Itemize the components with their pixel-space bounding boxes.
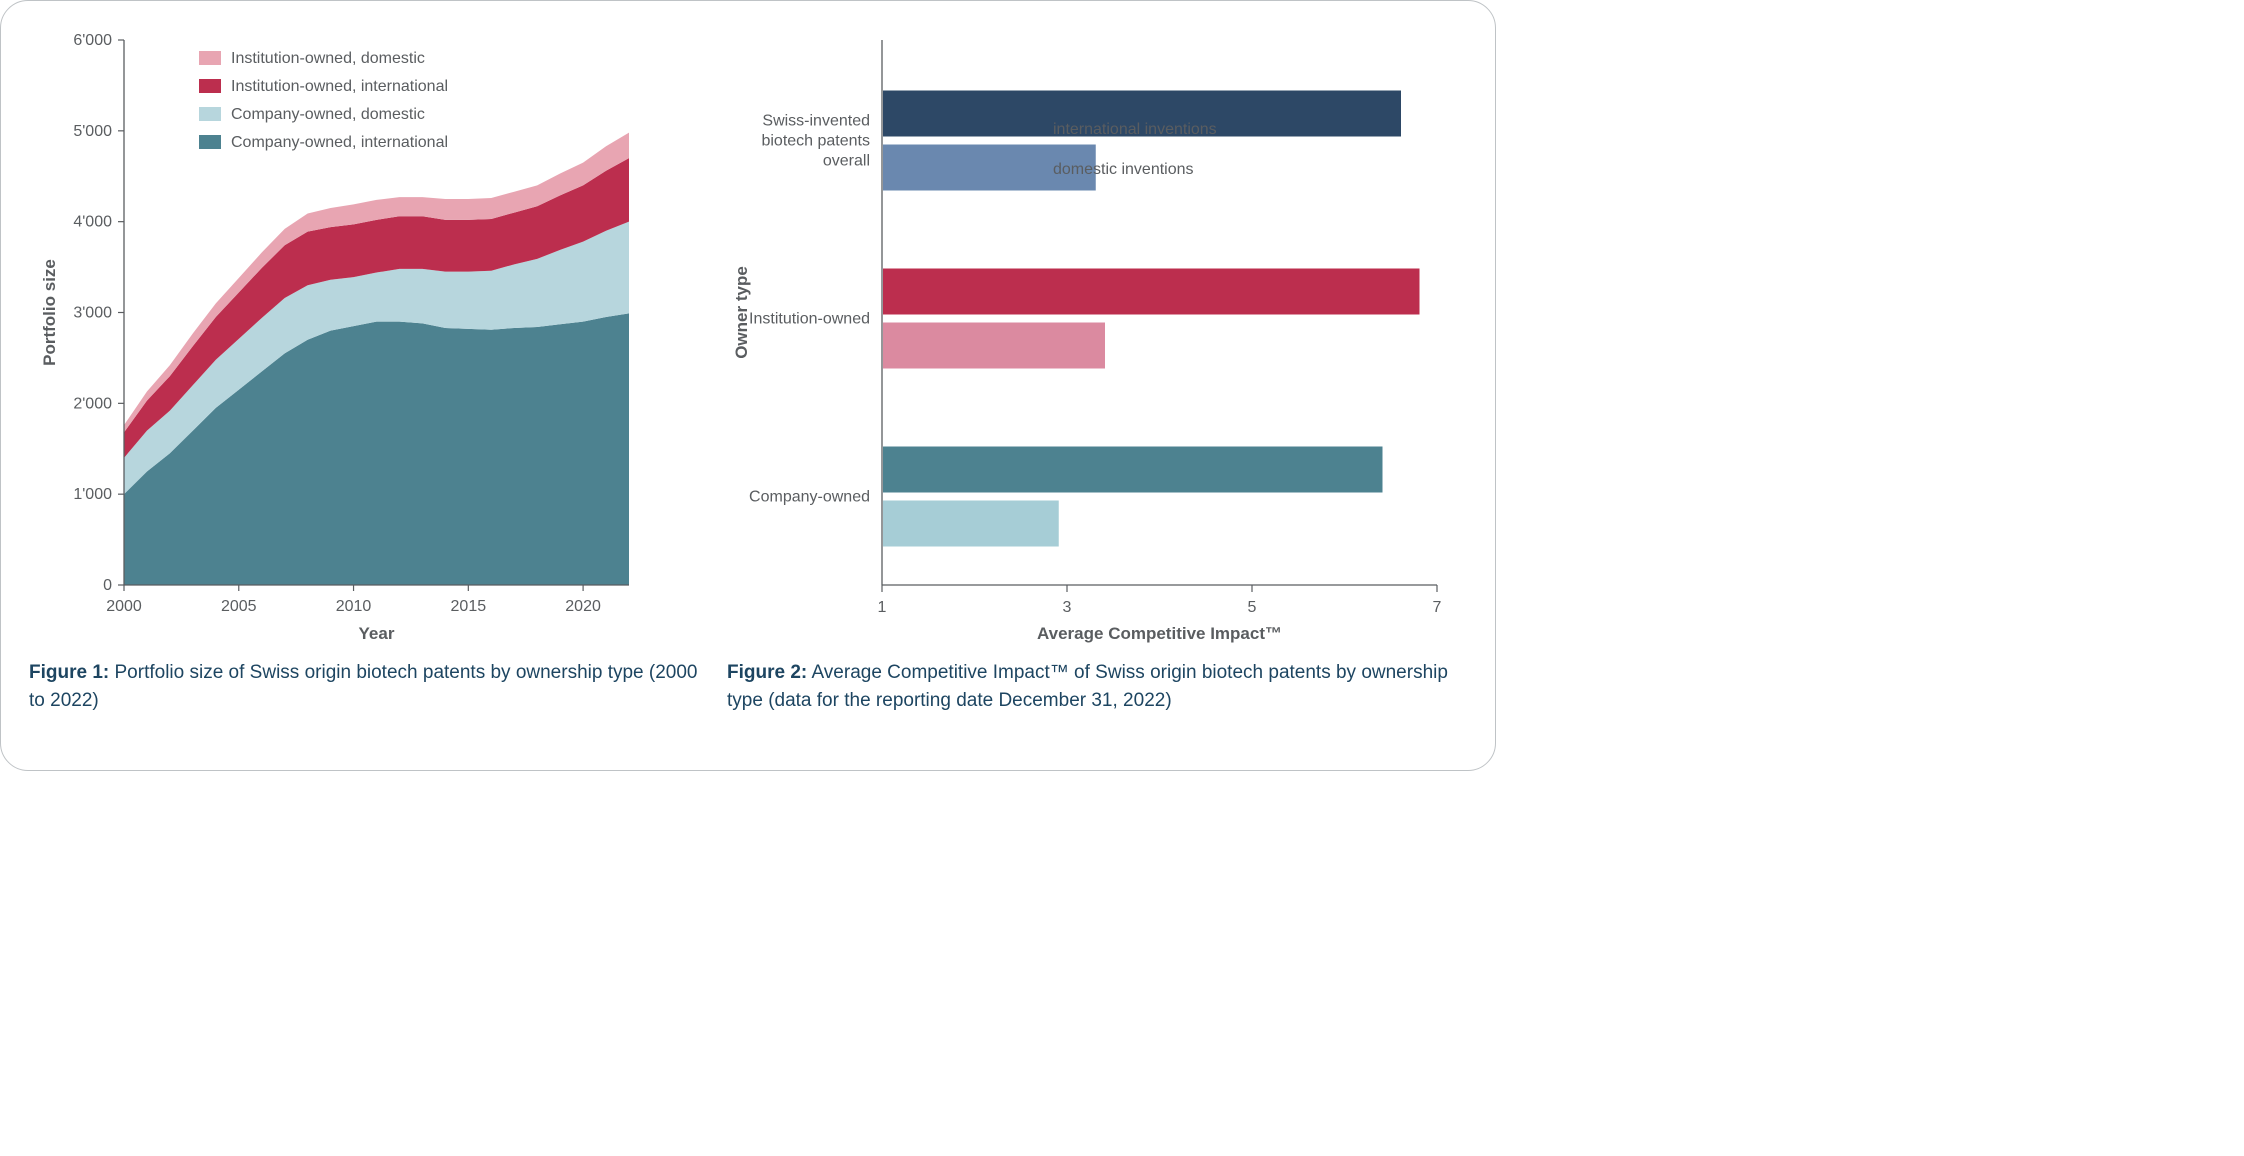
x-tick-label: 2015 — [451, 598, 487, 615]
x-tick-label: 2000 — [106, 598, 142, 615]
legend-label: Company-owned, international — [231, 134, 448, 151]
bar-intl — [883, 447, 1383, 493]
x-tick-label: 1 — [878, 599, 887, 616]
legend-label: Institution-owned, domestic — [231, 50, 425, 67]
figure-1-chart: 0 1'000 2'000 3'000 4'000 5'000 6'000 2000 2005 2… — [29, 25, 707, 645]
group-label: overall — [823, 153, 870, 170]
y-tick-label: 4'000 — [73, 214, 112, 231]
figure-1-caption: Figure 1: Portfolio size of Swiss origin… — [29, 659, 707, 714]
group-label: Institution-owned — [749, 311, 870, 328]
figure-2-caption-label: Figure 2: — [727, 662, 807, 683]
y-axis-title: Portfolio size — [40, 259, 59, 366]
y-tick-label: 3'000 — [73, 305, 112, 322]
x-axis-title: Year — [359, 624, 395, 643]
bar-dom — [883, 501, 1059, 547]
figure-2-panel: Swiss-invented biotech patents overall Inst… — [727, 25, 1467, 714]
legend-label: domestic inventions — [1053, 161, 1194, 178]
figure-2-caption-text: Average Competitive Impact™ of Swiss ori… — [727, 662, 1448, 711]
x-axis-title: Average Competitive Impact™ — [1037, 624, 1282, 643]
bar-dom — [883, 323, 1105, 369]
legend-swatch — [199, 79, 221, 93]
legend-swatch — [199, 107, 221, 121]
figure-2-svg: Swiss-invented biotech patents overall Inst… — [727, 25, 1467, 645]
legend-swatch — [1027, 120, 1043, 136]
y-axis-title: Owner type — [732, 266, 751, 359]
x-tick-label: 2005 — [221, 598, 257, 615]
figure-1-caption-text: Portfolio size of Swiss origin biotech p… — [29, 662, 698, 711]
legend-label: Institution-owned, international — [231, 78, 448, 95]
legend-swatch — [1027, 160, 1043, 176]
figure-2-caption: Figure 2: Average Competitive Impact™ of… — [727, 659, 1467, 714]
x-tick-label: 5 — [1248, 599, 1257, 616]
y-tick-label: 1'000 — [73, 486, 112, 503]
group-label: Swiss-invented — [762, 113, 870, 130]
figure-1-caption-label: Figure 1: — [29, 662, 109, 683]
x-tick-label: 3 — [1063, 599, 1072, 616]
group-label: Company-owned — [749, 489, 870, 506]
group-label: biotech patents — [761, 133, 870, 150]
legend-label: international inventions — [1053, 121, 1217, 138]
bar-intl — [883, 269, 1420, 315]
legend-label: Company-owned, domestic — [231, 106, 425, 123]
figure-1-panel: 0 1'000 2'000 3'000 4'000 5'000 6'000 2000 2005 2… — [29, 25, 707, 714]
legend-swatch — [199, 51, 221, 65]
figure-2-chart: Swiss-invented biotech patents overall Inst… — [727, 25, 1467, 645]
y-tick-label: 0 — [103, 577, 112, 594]
figure-1-legend: Institution-owned, domestic Institution-o… — [199, 50, 448, 151]
x-tick-label: 7 — [1433, 599, 1442, 616]
y-tick-label: 5'000 — [73, 123, 112, 140]
figure-1-svg: 0 1'000 2'000 3'000 4'000 5'000 6'000 2000 2005 2… — [29, 25, 669, 645]
y-tick-label: 6'000 — [73, 32, 112, 49]
x-tick-label: 2010 — [336, 598, 372, 615]
figure-frame: 0 1'000 2'000 3'000 4'000 5'000 6'000 2000 2005 2… — [0, 0, 1496, 771]
y-tick-label: 2'000 — [73, 395, 112, 412]
x-tick-label: 2020 — [565, 598, 601, 615]
legend-swatch — [199, 135, 221, 149]
